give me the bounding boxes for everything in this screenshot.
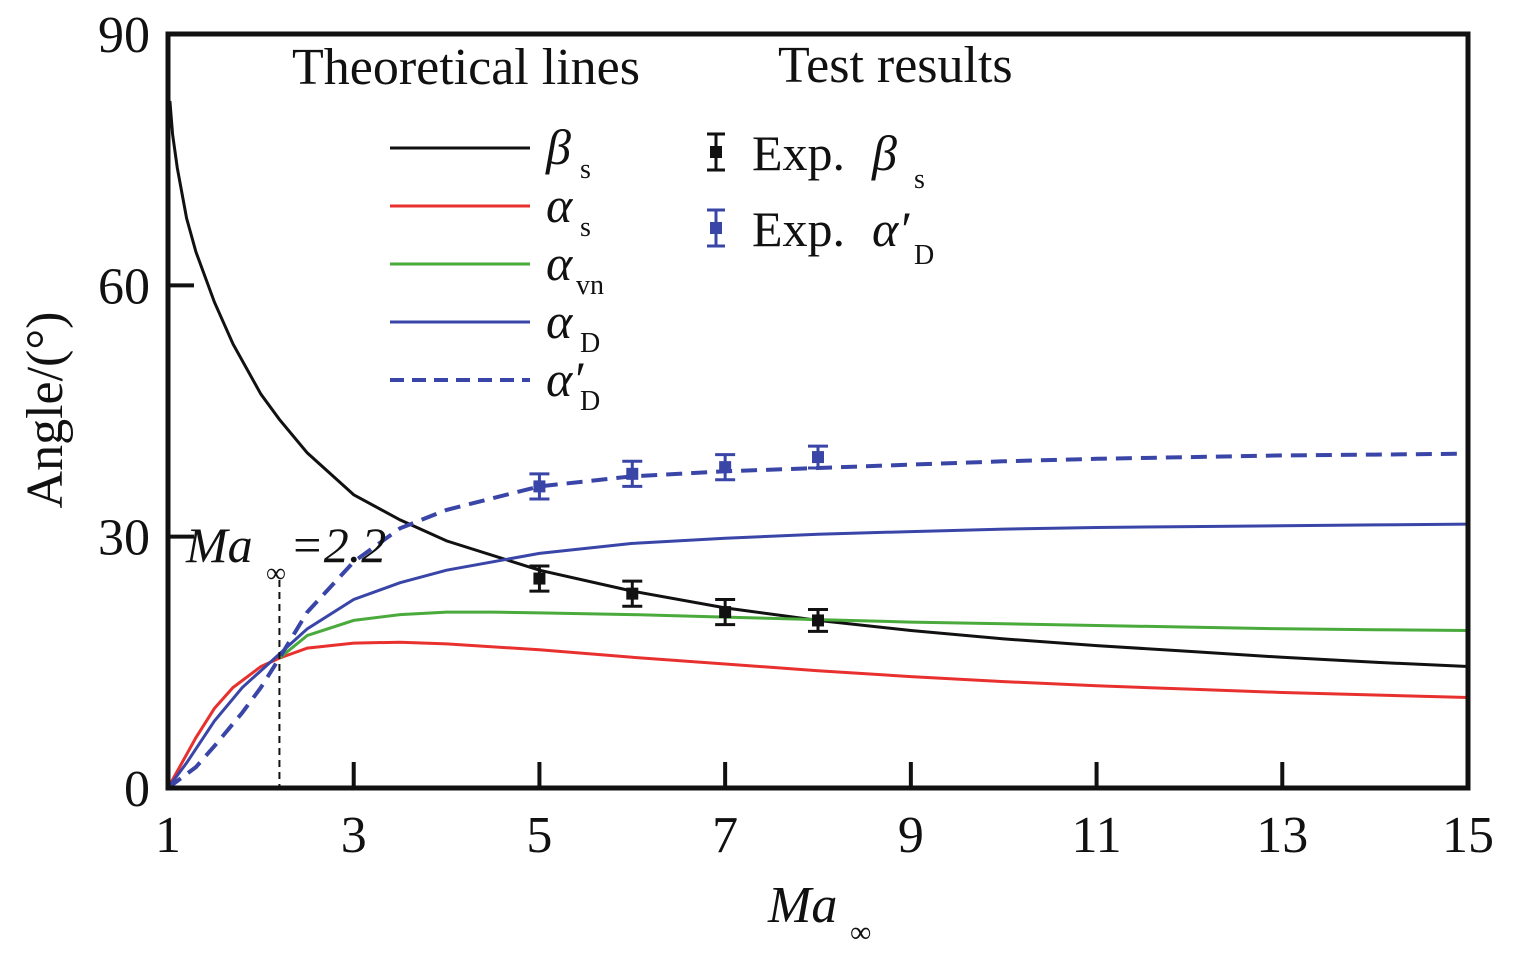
series-line-βs	[168, 100, 1469, 668]
x-tick-label: 7	[712, 807, 738, 864]
x-tick-labels: 1 3 5 7 9 11 13 15	[155, 807, 1494, 864]
legend-exp-label: Exp.	[752, 125, 845, 181]
legend-exp-subscript: D	[914, 240, 934, 271]
series-line-αD	[166, 522, 1469, 789]
x-axis-label: Ma ∞	[767, 877, 871, 949]
x-tick-label: 11	[1072, 807, 1122, 864]
y-tick-labels: 0 30 60 90	[98, 7, 150, 818]
exp-point-βs	[808, 608, 828, 633]
legend-symbol: α	[546, 177, 574, 233]
legend-exp-symbol: β	[871, 125, 897, 181]
annotation-sub: ∞	[266, 558, 286, 589]
marker	[812, 614, 824, 627]
x-tick-label: 9	[898, 807, 924, 864]
y-tick-label: 30	[98, 510, 150, 567]
marker	[626, 587, 639, 600]
series-line-αs	[166, 640, 1469, 789]
legend-symbol: α	[546, 293, 574, 349]
plot-frame	[165, 31, 1471, 791]
axis-ticks	[168, 283, 1285, 788]
legend-test-title: Test results	[778, 37, 1013, 94]
exp-point-αD-prime	[622, 459, 643, 488]
exp-point-αD-prime	[715, 453, 736, 482]
legend-subscript: s	[580, 212, 591, 243]
x-axis-label-main: Ma	[767, 877, 837, 934]
legend-subscript: D	[580, 386, 600, 417]
marker	[533, 480, 546, 493]
y-tick-label: 0	[124, 761, 150, 818]
legend-marker	[710, 222, 722, 234]
legend-theoretical: β sα sα vnα Dα′D	[390, 119, 604, 417]
legend-symbol: β	[545, 119, 571, 175]
marker	[812, 451, 824, 464]
x-tick-label: 5	[526, 807, 552, 864]
y-tick-label: 90	[98, 7, 150, 64]
legend-marker	[710, 146, 722, 158]
x-axis-label-sub: ∞	[850, 916, 871, 949]
legend-subscript: D	[580, 328, 600, 359]
marker	[533, 572, 546, 585]
series-layer	[166, 100, 1469, 790]
exp-point-βs	[529, 564, 550, 593]
y-tick-label: 60	[98, 258, 150, 315]
experiment-layer	[529, 444, 828, 633]
legend-exp-label: Exp.	[752, 201, 845, 257]
x-tick-label: 1	[155, 807, 181, 864]
legend-symbol: α′	[546, 351, 584, 407]
exp-point-αD-prime	[808, 444, 828, 470]
exp-point-βs	[715, 598, 736, 627]
legend-exp-subscript: s	[914, 164, 925, 195]
marker	[719, 606, 732, 619]
x-tick-label: 13	[1256, 807, 1308, 864]
legend-theoretical-title: Theoretical lines	[292, 39, 640, 96]
exp-point-αD-prime	[529, 472, 550, 501]
legend-symbol: α	[546, 235, 574, 291]
marker	[626, 467, 639, 480]
legend-test: Exp. β s Exp. α′ D	[707, 125, 934, 271]
annotation-value: =2.2	[290, 517, 386, 573]
legend-subscript: vn	[576, 270, 604, 301]
annotation-ma-2-2: Ma ∞ =2.2	[185, 517, 386, 788]
legend-exp-symbol: α′	[872, 201, 910, 257]
annotation-ma: Ma	[185, 517, 253, 573]
legend-subscript: s	[580, 154, 591, 185]
x-tick-label: 15	[1442, 807, 1494, 864]
exp-point-βs	[622, 579, 643, 608]
marker	[719, 461, 732, 474]
y-axis-label: Angle/(°)	[17, 312, 74, 509]
series-line-αvn	[278, 610, 1469, 660]
x-tick-label: 3	[341, 807, 367, 864]
